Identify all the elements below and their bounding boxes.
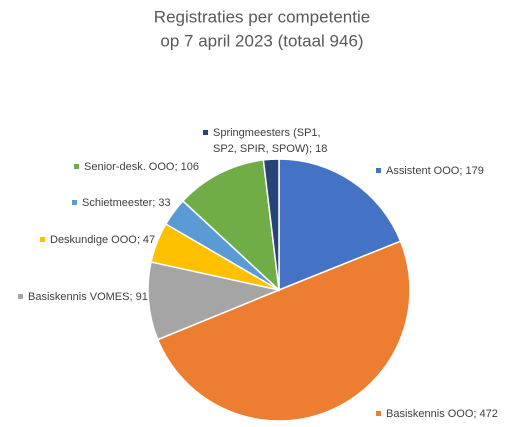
data-label: Senior-desk. OOO; 106 — [84, 161, 199, 173]
data-label: Springmeesters (SP1, — [213, 127, 321, 139]
label-marker — [376, 168, 381, 173]
data-label: SP2, SPIR, SPOW); 18 — [213, 143, 327, 155]
pie-slice — [262, 158, 280, 291]
data-label: Deskundige OOO; 47 — [50, 234, 155, 246]
chart-title: op 7 april 2023 (totaal 946) — [160, 31, 363, 50]
pie-slice — [156, 240, 411, 422]
label-marker — [203, 130, 208, 135]
pie-slice — [181, 159, 280, 292]
label-marker — [18, 294, 23, 299]
data-label: Schietmeester; 33 — [82, 197, 171, 209]
label-marker — [40, 237, 45, 242]
label-marker — [376, 411, 381, 416]
data-label: Basiskennis VOMES; 91 — [28, 291, 148, 303]
pie-slice — [278, 158, 402, 292]
chart-title: Registraties per competentie — [154, 7, 370, 26]
pie-slice — [147, 261, 282, 341]
data-label: Assistent OOO; 179 — [386, 165, 484, 177]
data-label: Basiskennis OOO; 472 — [386, 408, 498, 420]
label-marker — [74, 164, 79, 169]
label-marker — [72, 200, 77, 205]
